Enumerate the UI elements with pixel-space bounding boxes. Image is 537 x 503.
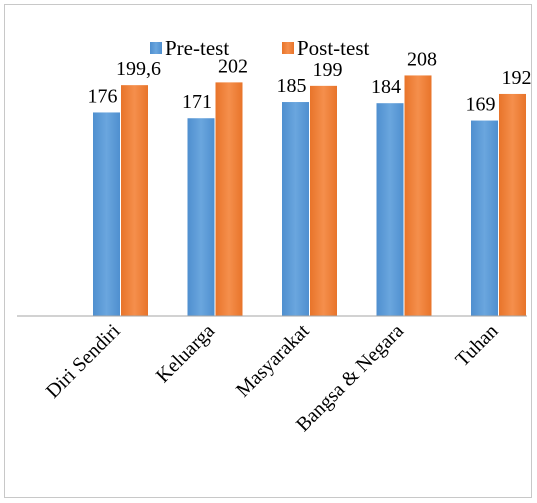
value-label-pre-test-1: 176 <box>88 85 118 107</box>
legend-swatch-pre-test <box>150 42 162 54</box>
bar-post-test-3 <box>310 85 337 316</box>
value-label-post-test-5: 192 <box>502 67 532 89</box>
legend: Pre-test Post-test <box>150 36 370 60</box>
bars <box>93 75 526 317</box>
bar-post-test-2 <box>215 82 243 317</box>
bar-post-test-4 <box>404 75 432 316</box>
value-label-pre-test-3: 185 <box>277 75 307 97</box>
value-label-post-test-3: 199 <box>313 59 343 81</box>
value-labels: 176 171 185 184 169 199,6 202 199 208 192 <box>88 48 532 115</box>
category-label-3: Masyarakat <box>232 320 314 402</box>
category-label-5: Tuhan <box>451 320 502 371</box>
category-label-2: Keluarga <box>152 320 219 387</box>
legend-label-post-test: Post-test <box>297 36 370 60</box>
value-label-post-test-2: 202 <box>218 55 248 77</box>
bar-pre-test-1 <box>93 112 120 316</box>
bar-pre-test-4 <box>376 103 404 316</box>
bar-pre-test-5 <box>471 120 498 317</box>
value-label-pre-test-4: 184 <box>371 76 401 98</box>
bar-post-test-1 <box>121 85 148 316</box>
value-label-post-test-1: 199,6 <box>116 58 161 80</box>
chart-frame <box>4 4 532 498</box>
bar-post-test-5 <box>499 93 526 317</box>
category-label-1: Diri Sendiri <box>42 320 125 403</box>
value-label-pre-test-2: 171 <box>182 91 212 113</box>
legend-swatch-post-test <box>282 42 294 54</box>
bar-pre-test-2 <box>187 118 215 317</box>
value-label-post-test-4: 208 <box>407 48 437 70</box>
bar-pre-test-3 <box>282 102 309 316</box>
value-label-pre-test-5: 169 <box>466 94 496 116</box>
legend-label-pre-test: Pre-test <box>165 36 229 60</box>
